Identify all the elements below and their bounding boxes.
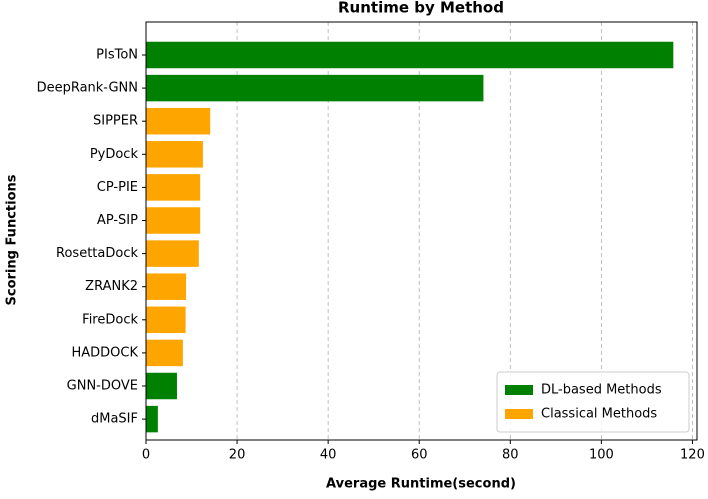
bar [146,74,484,102]
x-tick-label: 120 [680,448,705,463]
y-tick-label: PIsToN [96,48,138,63]
bar [146,405,158,433]
x-tick-label: 20 [229,448,246,463]
x-tick-label: 60 [411,448,428,463]
bar [146,372,177,400]
y-tick-label: CP-PIE [97,180,138,195]
y-axis-label: Scoring Functions [5,174,20,305]
y-tick-label: HADDOCK [71,345,138,360]
x-tick-label: 0 [142,448,150,463]
chart-title: Runtime by Method [338,0,504,17]
legend-label: DL-based Methods [541,383,662,398]
y-tick-label: PyDock [90,147,139,162]
y-tick-label: AP-SIP [97,213,138,228]
bar [146,107,211,135]
x-tick-label: 40 [320,448,337,463]
x-axis-label: Average Runtime(second) [326,477,516,492]
y-tick-label: DeepRank-GNN [37,81,138,96]
x-tick-label: 100 [589,448,614,463]
bar [146,174,201,201]
bar [146,240,199,267]
y-tick-label: ZRANK2 [85,279,138,294]
bar [146,207,201,234]
legend-label: Classical Methods [541,407,657,422]
legend-swatch [505,409,533,419]
y-tick-label: FireDock [82,312,138,327]
bar [146,273,187,300]
legend-swatch [505,385,533,395]
y-tick-label: RosettaDock [56,246,138,261]
bar [146,306,186,334]
bar [146,141,203,168]
plot-frame [145,21,698,441]
legend-box [496,371,690,433]
y-tick-label: SIPPER [93,114,138,129]
bar [146,41,674,69]
y-tick-label: dMaSIF [91,412,138,427]
x-tick-label: 80 [502,448,519,463]
bar [146,339,183,367]
y-tick-label: GNN-DOVE [67,379,138,394]
